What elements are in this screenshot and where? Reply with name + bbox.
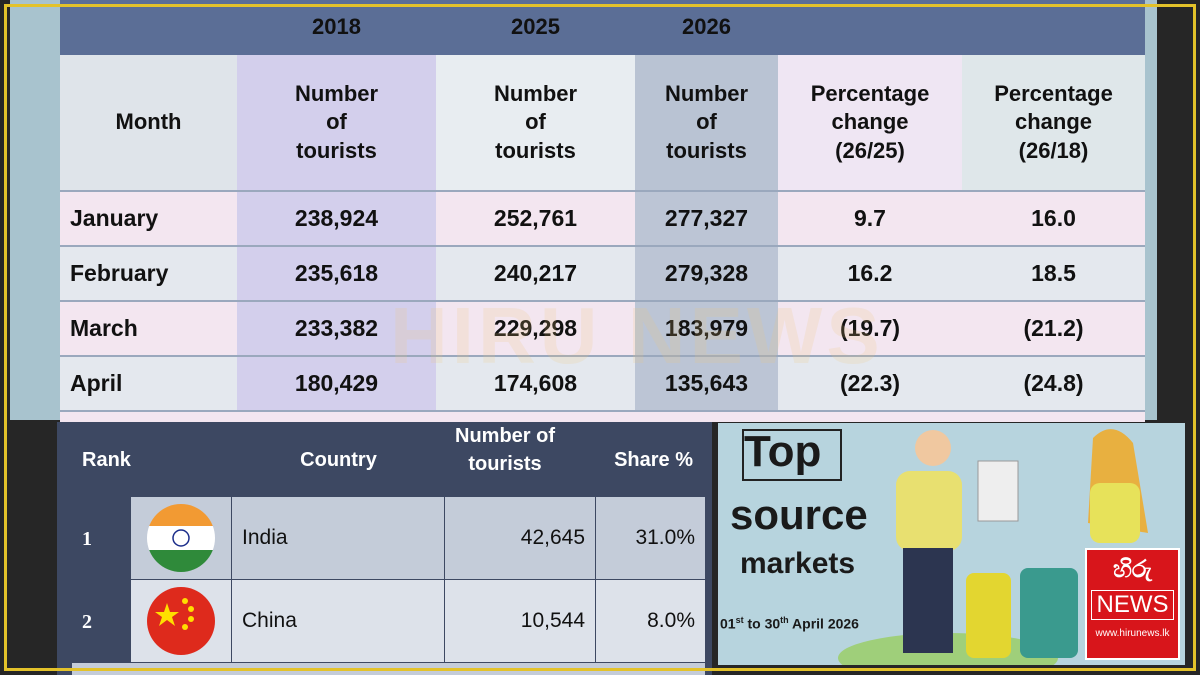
date-sup: st [735, 615, 744, 625]
table-cell: (19.7) [778, 302, 962, 357]
flag-cell [131, 580, 231, 662]
column-header: Rank [82, 448, 131, 471]
promo-date: 01st to 30th April 2026 [720, 615, 859, 632]
table-cell: 18.5 [962, 247, 1145, 302]
table-cell: 183,979 [635, 302, 778, 357]
suitcase [1020, 568, 1078, 658]
column-header: Number of tourists [436, 55, 635, 192]
table-cell: 16.0 [962, 192, 1145, 247]
table-cell: February [60, 247, 237, 302]
promo-panel: Top source markets 01st to 30th April 20… [718, 423, 1185, 665]
column-header: Country [300, 448, 377, 471]
logo-url: www.hirunews.lk [1095, 628, 1170, 639]
promo-art [838, 429, 1148, 665]
map [977, 460, 1019, 522]
watermark: HIRU NEWS [390, 291, 884, 380]
column-header: Number of tourists [635, 55, 778, 192]
table-cell: (24.8) [962, 357, 1145, 412]
column-header: Percentage change (26/25) [778, 55, 962, 192]
promo-title: source [730, 491, 868, 538]
year-header: 2025 [511, 14, 560, 40]
share-cell: 31.0% [596, 497, 705, 579]
flag [147, 587, 215, 655]
promo-title: Top [744, 427, 822, 476]
tourists-cell: 10,544 [445, 580, 595, 662]
promo-title-box [742, 429, 842, 481]
table-cell: March [60, 302, 237, 357]
table-cell: 240,217 [436, 247, 635, 302]
table-cell: 238,924 [237, 192, 436, 247]
table-cell: 229,298 [436, 302, 635, 357]
column-header: Month [60, 55, 237, 192]
country-cell: India [232, 497, 444, 579]
table-cell [60, 412, 1145, 422]
logo-word: NEWS [1091, 590, 1174, 620]
country-cell: China [232, 580, 444, 662]
table-cell: 16.2 [778, 247, 962, 302]
suitcase [966, 573, 1011, 658]
table-cell: 174,608 [436, 357, 635, 412]
rank-cell: 2 [72, 580, 130, 663]
table-cell: April [60, 357, 237, 412]
table-cell: 279,328 [635, 247, 778, 302]
table-cell: (21.2) [962, 302, 1145, 357]
stats-table: 2018 2025 2026 Month Number of tourists Numbe… [60, 0, 1145, 422]
person-shirt [896, 471, 962, 551]
share-cell: 8.0% [596, 580, 705, 662]
table-cell: 233,382 [237, 302, 436, 357]
year-header-bar [60, 0, 1145, 55]
promo-title: markets [740, 547, 856, 580]
flag-cell [131, 497, 231, 579]
tourists-cell: 42,645 [445, 497, 595, 579]
logo: හිරු NEWS www.hirunews.lk [1085, 548, 1180, 660]
table-cell: 9.7 [778, 192, 962, 247]
table-cell: (22.3) [778, 357, 962, 412]
table-cell: 180,429 [237, 357, 436, 412]
table-cell: 252,761 [436, 192, 635, 247]
logo-script: හිරු [1113, 556, 1152, 583]
person-top [1090, 483, 1140, 543]
table-cell [72, 663, 705, 675]
date-sup: th [780, 615, 789, 625]
rank-cell: 1 [72, 497, 130, 580]
person-pants [903, 548, 953, 653]
table-cell: January [60, 192, 237, 247]
table-cell: 235,618 [237, 247, 436, 302]
date-part: to 30 [743, 615, 781, 632]
table-cell: 277,327 [635, 192, 778, 247]
date-part: April 2026 [788, 615, 859, 632]
year-header: 2026 [682, 14, 731, 40]
table-cell: 135,643 [635, 357, 778, 412]
flag [147, 504, 215, 572]
person-head [915, 430, 951, 466]
column-header: Share % [614, 448, 693, 471]
column-header: Percentage change (26/18) [962, 55, 1145, 192]
column-header: Number of tourists [237, 55, 436, 192]
side-strip [1145, 0, 1157, 420]
date-part: 01 [720, 615, 736, 632]
column-header: Number of tourists [455, 425, 555, 475]
year-header: 2018 [312, 14, 361, 40]
side-strip [10, 0, 60, 420]
